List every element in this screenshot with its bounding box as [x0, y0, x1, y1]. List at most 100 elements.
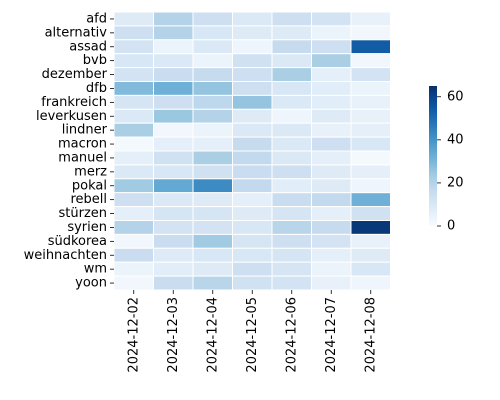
- heatmap-cell: [153, 206, 194, 222]
- heatmap-cell: [113, 25, 154, 41]
- heatmap-cell: [153, 136, 194, 152]
- x-tick-label: 2024-12-06: [284, 297, 299, 373]
- heatmap-cell: [232, 122, 273, 138]
- heatmap-cell: [271, 67, 312, 82]
- heatmap-cell: [192, 261, 233, 277]
- heatmap-cell: [311, 94, 352, 110]
- heatmap-cell: [271, 220, 312, 235]
- heatmap-cell: [153, 53, 194, 69]
- heatmap-cell: [350, 67, 391, 82]
- heatmap-cell: [192, 39, 233, 55]
- heatmap-cell: [311, 108, 352, 124]
- heatmap-cell: [311, 150, 352, 166]
- heatmap-cell: [232, 261, 273, 277]
- y-tick-label: syrien: [67, 220, 107, 235]
- heatmap-cell: [232, 136, 273, 152]
- heatmap-cell: [153, 178, 194, 194]
- colorbar-tick-label: 40: [447, 132, 464, 147]
- heatmap-cell: [232, 247, 273, 263]
- heatmap-cell: [350, 94, 391, 110]
- heatmap-cell: [113, 275, 154, 291]
- heatmap-cell: [311, 53, 352, 69]
- heatmap-cell: [350, 11, 391, 27]
- heatmap-cell: [153, 261, 194, 277]
- heatmap-cell: [271, 178, 312, 194]
- heatmap-cell: [113, 206, 154, 222]
- heatmap-cell: [192, 81, 233, 96]
- y-tick-label: rebell: [70, 192, 107, 207]
- y-tick-label: wm: [84, 262, 107, 277]
- heatmap-cell: [113, 39, 154, 55]
- heatmap-cell: [153, 150, 194, 166]
- heatmap-cell: [192, 122, 233, 138]
- heatmap-cell: [113, 178, 154, 194]
- heatmap-cell: [311, 25, 352, 41]
- heatmap-cell: [113, 192, 154, 208]
- colorbar-tick: 20: [437, 175, 464, 190]
- heatmap-cell: [153, 233, 194, 249]
- heatmap-cell: [113, 233, 154, 249]
- heatmap-cell: [311, 67, 352, 82]
- heatmap-cell: [311, 122, 352, 138]
- heatmap-cell: [311, 275, 352, 291]
- heatmap-cell: [350, 150, 391, 166]
- heatmap-cell: [153, 220, 194, 235]
- heatmap-cell: [311, 192, 352, 208]
- heatmap-cell: [311, 220, 352, 235]
- heatmap-cell: [271, 275, 312, 291]
- heatmap-cell: [192, 53, 233, 69]
- y-tick-label: südkorea: [48, 234, 107, 249]
- heatmap-cell: [192, 164, 233, 180]
- heatmap-cell: [153, 122, 194, 138]
- y-tick-labels: afdalternativassadbvbdezemberdfbfrankrei…: [24, 11, 114, 291]
- colorbar-tick: 0: [437, 219, 455, 234]
- heatmap-cell: [350, 136, 391, 152]
- heatmap-cell: [232, 275, 273, 291]
- x-tick-labels: 2024-12-02 2024-12-03 2024-12-04 2024-12-05…: [126, 290, 378, 373]
- y-tick-label: merz: [74, 164, 107, 179]
- colorbar-tick-label: 60: [447, 89, 464, 104]
- heatmap-cell: [350, 206, 391, 222]
- heatmap-cell: [350, 164, 391, 180]
- y-tick-label: macron: [58, 137, 107, 152]
- heatmap-cell: [113, 67, 154, 82]
- heatmap-cell: [113, 261, 154, 277]
- heatmap-cell: [350, 247, 391, 263]
- heatmap-cell: [192, 233, 233, 249]
- heatmap-cell: [232, 53, 273, 69]
- heatmap-cell: [271, 261, 312, 277]
- colorbar-tick: 60: [437, 89, 464, 104]
- x-tick-label: 2024-12-07: [324, 297, 339, 373]
- heatmap-cell: [350, 108, 391, 124]
- heatmap-cell: [232, 11, 273, 27]
- heatmap-cell: [311, 178, 352, 194]
- heatmap-cell: [153, 192, 194, 208]
- x-tick-label: 2024-12-04: [205, 297, 220, 373]
- heatmap-cell: [153, 25, 194, 41]
- colorbar-tick-label: 20: [447, 175, 464, 190]
- heatmap-cell: [232, 233, 273, 249]
- y-tick-label: pokal: [72, 178, 107, 193]
- heatmap-cell: [232, 25, 273, 41]
- heatmap-cell: [271, 150, 312, 166]
- heatmap-cell: [192, 150, 233, 166]
- heatmap-cell: [232, 81, 273, 96]
- y-tick-label: bvb: [83, 53, 107, 68]
- heatmap-cell: [350, 39, 391, 55]
- heatmap-cell: [350, 25, 391, 41]
- heatmap-cell: [113, 94, 154, 110]
- heatmap-cell: [192, 67, 233, 82]
- heatmap-cell: [153, 275, 194, 291]
- heatmap-cell: [113, 53, 154, 69]
- y-tick-label: manuel: [58, 150, 107, 165]
- y-tick-label: dfb: [86, 81, 107, 96]
- y-tick-label: lindner: [62, 123, 108, 138]
- heatmap-cells: [113, 11, 391, 291]
- heatmap-cell: [350, 81, 391, 96]
- y-tick-label: stürzen: [58, 206, 107, 221]
- heatmap-cell: [232, 94, 273, 110]
- y-tick-label: dezember: [42, 67, 108, 82]
- heatmap-cell: [153, 11, 194, 27]
- y-tick-label: leverkusen: [36, 109, 107, 124]
